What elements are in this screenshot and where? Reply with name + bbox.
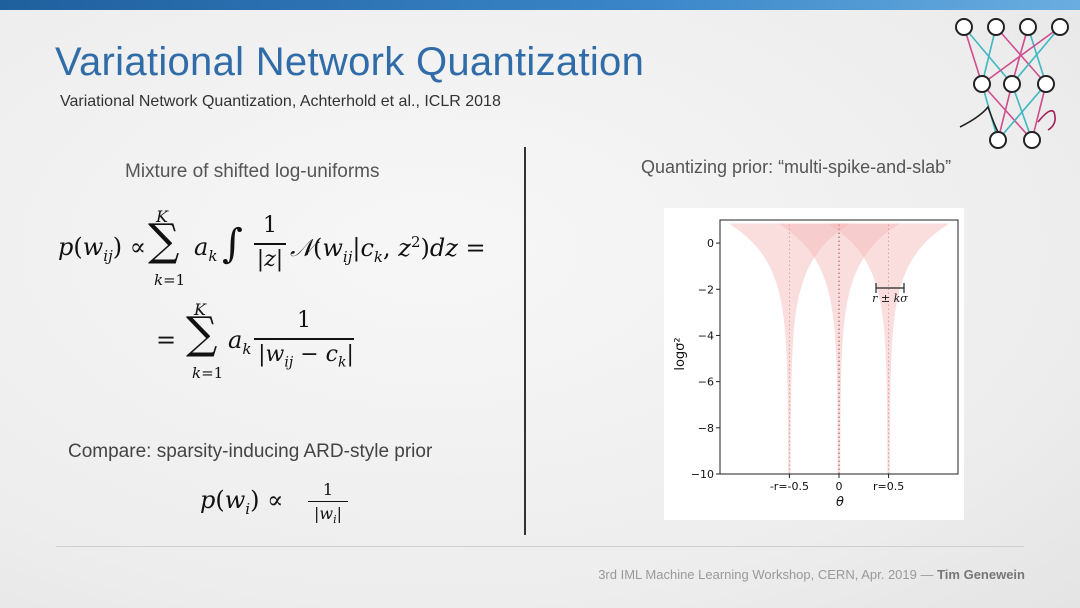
r-plus-minus-ksigma-annotation: r ± kσ	[872, 283, 908, 305]
x-axis-label: θ	[836, 495, 844, 510]
mixture-equation-line1: p(wij) ∝ K ∑ k=1 ak ∫ 1 |z| 𝒩(wij|ck, z2…	[58, 207, 486, 289]
y-tick-label: −8	[698, 422, 714, 435]
footer-event: 3rd IML Machine Learning Workshop, CERN,…	[598, 567, 938, 582]
footer-author: Tim Genewein	[937, 567, 1025, 582]
mixture-heading: Mixture of shifted log-uniforms	[125, 161, 380, 182]
neural-network-icon	[955, 18, 1069, 149]
x-tick-label: -r=-0.5	[770, 480, 809, 493]
footer-divider	[56, 546, 1024, 547]
footer: 3rd IML Machine Learning Workshop, CERN,…	[598, 567, 1025, 582]
column-divider	[524, 147, 526, 535]
y-tick-label: −2	[698, 283, 714, 296]
slide-title: Variational Network Quantization	[55, 40, 645, 84]
slide-subtitle: Variational Network Quantization, Achter…	[60, 93, 501, 110]
y-tick-label: −10	[691, 468, 714, 481]
y-tick-label: −4	[698, 329, 714, 342]
top-accent-bar	[0, 0, 1080, 10]
x-tick-label: 0	[836, 480, 843, 493]
y-tick-label: 0	[707, 237, 714, 250]
prior-heading: Quantizing prior: “multi-spike-and-slab”	[641, 157, 952, 177]
prior-plot-panel: 0 −2 −4 −6 −8 −10 -r=-0.5 0 r=0.5 logσ² θ r ± k…	[664, 208, 964, 520]
x-tick-label: r=0.5	[873, 480, 904, 493]
ard-prior-equation: p(wi) ∝ 1 |wi|	[200, 478, 360, 528]
y-axis-label: logσ²	[673, 337, 688, 370]
svg-text:r ± kσ: r ± kσ	[872, 292, 908, 305]
mixture-equation-line2: = K ∑ k=1 ak 1 |wij − ck|	[156, 300, 354, 382]
y-tick-label: −6	[698, 376, 714, 389]
ard-compare-label: Compare: sparsity-inducing ARD-style pri…	[68, 441, 433, 462]
multi-spike-slab-chart: 0 −2 −4 −6 −8 −10 -r=-0.5 0 r=0.5 logσ² θ r ± k…	[673, 219, 959, 510]
